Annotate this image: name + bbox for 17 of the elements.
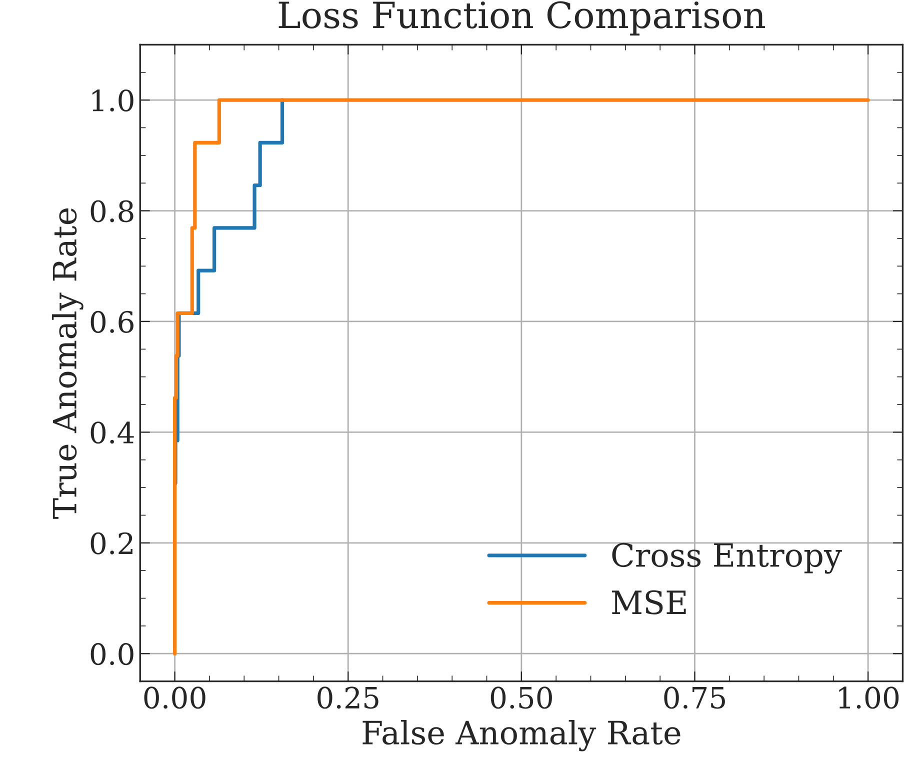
x-tick-label: 0.50 (490, 686, 552, 709)
y-tick-label: 0.4 (90, 422, 134, 444)
y-tick-label: 0.2 (90, 532, 132, 554)
y-axis-title: True Anomaly Rate (52, 208, 84, 519)
x-tick-label: 1.00 (839, 686, 899, 709)
chart-title: Loss Function Comparison (278, 1, 766, 36)
line-series (173, 98, 870, 656)
y-tick-label: 1.0 (92, 89, 134, 112)
y-tick-label: 0.6 (90, 310, 134, 333)
y-tick-label: 0.8 (90, 200, 134, 222)
x-tick-label: 0.00 (144, 686, 206, 709)
x-tick-label: 0.25 (318, 686, 378, 709)
x-tick-label: 0.75 (664, 686, 725, 709)
x-axis-title: False Anomaly Rate (362, 720, 680, 752)
legend-label: Cross Entropy (612, 542, 842, 574)
legend-label: MSE (612, 590, 686, 614)
y-tick-label: 0.0 (90, 643, 134, 666)
